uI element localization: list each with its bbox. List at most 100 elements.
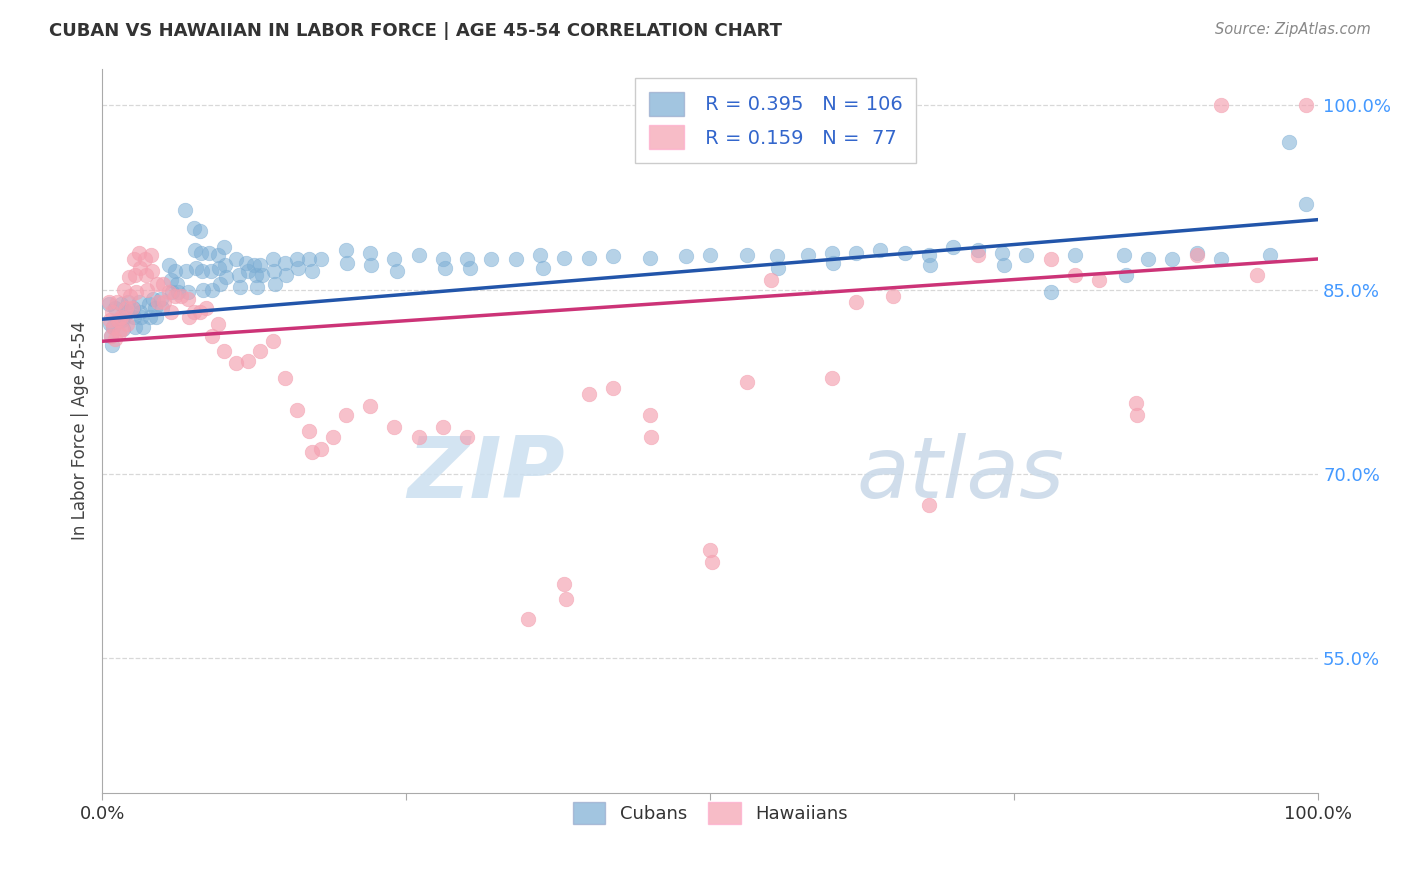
Point [245,268,267,282]
Point [207,317,229,331]
Point [640,430,662,444]
Point [98,317,121,331]
Point [165,289,187,303]
Point [335,244,357,258]
Point [1209,252,1232,266]
Point [193,283,215,297]
Point [228,268,250,282]
Point [263,264,285,278]
Point [382,420,405,434]
Point [249,344,271,359]
Point [139,248,162,262]
Point [152,277,174,291]
Point [759,273,782,287]
Point [246,280,269,294]
Point [1088,273,1111,287]
Point [1295,196,1317,211]
Point [212,240,235,254]
Point [529,248,551,262]
Point [159,273,181,287]
Point [768,260,790,275]
Point [360,258,382,272]
Point [966,244,988,258]
Point [97,294,120,309]
Point [112,310,135,324]
Point [243,258,266,272]
Point [505,252,527,266]
Point [918,498,941,512]
Point [238,354,260,368]
Point [301,445,323,459]
Point [134,252,156,266]
Point [262,252,284,266]
Point [183,305,205,319]
Point [166,277,188,291]
Point [1015,248,1038,262]
Point [553,251,575,265]
Point [382,252,405,266]
Point [1064,268,1087,282]
Point [359,245,381,260]
Point [531,260,554,275]
Point [138,297,160,311]
Point [285,252,308,266]
Point [894,245,917,260]
Point [128,245,150,260]
Point [1258,248,1281,262]
Point [157,285,180,299]
Point [105,294,128,309]
Point [942,240,965,254]
Point [209,277,232,291]
Point [274,255,297,269]
Point [821,245,844,260]
Point [335,408,357,422]
Point [188,224,211,238]
Point [146,277,169,291]
Point [920,258,942,272]
Point [108,326,131,340]
Point [408,430,430,444]
Point [274,371,297,385]
Text: CUBAN VS HAWAIIAN IN LABOR FORCE | AGE 45-54 CORRELATION CHART: CUBAN VS HAWAIIAN IN LABOR FORCE | AGE 4… [49,22,782,40]
Point [249,258,271,272]
Point [145,310,167,324]
Point [183,221,205,235]
Point [336,255,359,269]
Point [602,381,624,395]
Point [121,301,143,315]
Point [287,260,309,275]
Point [201,283,224,297]
Point [699,248,721,262]
Point [135,268,157,282]
Point [208,260,231,275]
Point [1126,408,1149,422]
Point [120,289,142,303]
Point [111,313,134,327]
Point [298,252,321,266]
Point [602,250,624,264]
Point [700,555,723,569]
Point [148,294,170,309]
Point [1115,268,1137,282]
Point [112,322,135,336]
Point [143,301,166,315]
Point [225,356,247,370]
Point [1295,98,1317,112]
Point [322,430,344,444]
Point [118,270,141,285]
Point [149,293,172,307]
Point [121,301,143,315]
Point [766,250,789,264]
Point [1125,395,1147,409]
Point [101,338,124,352]
Point [165,264,187,278]
Point [98,313,121,327]
Point [1185,245,1208,260]
Point [250,268,273,282]
Point [516,612,538,626]
Point [122,310,145,324]
Point [112,283,135,297]
Text: ZIP: ZIP [406,433,564,516]
Point [201,329,224,343]
Point [104,332,127,346]
